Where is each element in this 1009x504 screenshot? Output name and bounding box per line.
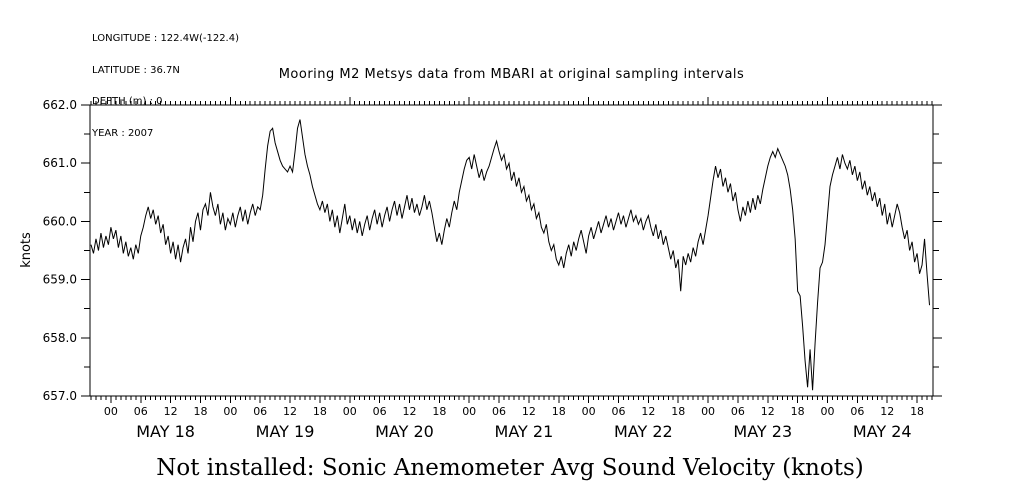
day-label: MAY 18 (136, 422, 195, 441)
y-axis-label: knots (19, 232, 34, 268)
x-hour-label: 12 (761, 405, 775, 418)
meta-latitude: LATITUDE : 36.7N (92, 64, 180, 76)
data-series-line (90, 119, 931, 391)
day-label: MAY 22 (614, 422, 673, 441)
y-tick-label: 657.0 (43, 389, 77, 403)
x-hour-label: 06 (492, 405, 506, 418)
x-hour-label: 12 (522, 405, 536, 418)
x-hour-label: 18 (432, 405, 446, 418)
meta-year: YEAR : 2007 (92, 127, 154, 139)
x-hour-label: 18 (910, 405, 924, 418)
day-label: MAY 21 (495, 422, 554, 441)
x-hour-label: 18 (313, 405, 327, 418)
day-label: MAY 24 (853, 422, 912, 441)
x-hour-label: 06 (373, 405, 387, 418)
x-hour-label: 00 (462, 405, 476, 418)
day-label: MAY 23 (733, 422, 792, 441)
x-hour-label: 00 (223, 405, 237, 418)
day-label: MAY 19 (256, 422, 315, 441)
y-tick-label: 661.0 (43, 156, 77, 170)
x-hour-label: 06 (253, 405, 267, 418)
x-hour-label: 12 (283, 405, 297, 418)
x-hour-label: 12 (164, 405, 178, 418)
x-hour-label: 06 (850, 405, 864, 418)
y-tick-label: 660.0 (43, 214, 77, 228)
y-tick-label: 658.0 (43, 331, 77, 345)
x-hour-label: 06 (731, 405, 745, 418)
x-hour-label: 06 (134, 405, 148, 418)
x-hour-label: 12 (880, 405, 894, 418)
plot-title: Mooring M2 Metsys data from MBARI at ori… (278, 67, 745, 82)
x-hour-label: 12 (402, 405, 416, 418)
x-hour-label: 18 (552, 405, 566, 418)
x-hour-label: 18 (193, 405, 207, 418)
y-tick-label: 662.0 (43, 98, 77, 112)
y-tick-label: 659.0 (43, 273, 77, 287)
x-hour-label: 00 (701, 405, 715, 418)
day-label: MAY 20 (375, 422, 434, 441)
x-hour-label: 00 (582, 405, 596, 418)
x-hour-label: 18 (671, 405, 685, 418)
plot-metadata: LONGITUDE : 122.4W(-122.4) LATITUDE : 36… (92, 13, 239, 160)
x-hour-label: 00 (343, 405, 357, 418)
x-hour-label: 06 (611, 405, 625, 418)
x-hour-label: 12 (641, 405, 655, 418)
plot-frame (89, 104, 934, 397)
x-hour-label: 18 (791, 405, 805, 418)
x-hour-label: 00 (104, 405, 118, 418)
meta-depth: DEPTH (m) : 0 (92, 96, 163, 107)
x-hour-label: 00 (821, 405, 835, 418)
plot-caption: Not installed: Sonic Anemometer Avg Soun… (156, 455, 864, 481)
meta-longitude: LONGITUDE : 122.4W(-122.4) (92, 33, 239, 44)
